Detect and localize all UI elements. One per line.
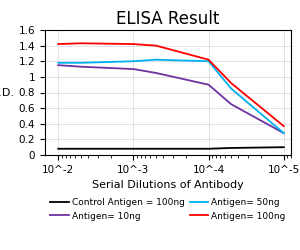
Line: Antigen= 10ng: Antigen= 10ng (58, 65, 284, 133)
Title: ELISA Result: ELISA Result (116, 10, 220, 29)
Antigen= 100ng (207, 58, 210, 61)
Control Antigen = 100ng (230, 146, 233, 150)
Antigen= 10ng (79, 65, 83, 68)
Antigen= 100ng (56, 42, 60, 45)
Line: Antigen= 100ng: Antigen= 100ng (58, 43, 284, 126)
Antigen= 50ng (132, 60, 135, 63)
Antigen= 100ng (230, 82, 233, 84)
Control Antigen = 100ng (56, 147, 60, 150)
Control Antigen = 100ng (282, 146, 286, 149)
Control Antigen = 100ng (207, 147, 210, 150)
Antigen= 10ng (154, 72, 158, 74)
Antigen= 50ng (230, 87, 233, 90)
Antigen= 100ng (282, 124, 286, 128)
Control Antigen = 100ng (79, 147, 83, 150)
Y-axis label: O.D.: O.D. (0, 88, 14, 98)
Antigen= 10ng (132, 68, 135, 70)
Antigen= 10ng (56, 64, 60, 67)
Antigen= 50ng (207, 60, 210, 63)
Antigen= 10ng (282, 132, 286, 134)
Control Antigen = 100ng (132, 147, 135, 150)
Antigen= 100ng (154, 44, 158, 47)
Antigen= 50ng (79, 61, 83, 64)
Antigen= 100ng (79, 42, 83, 45)
Antigen= 50ng (56, 61, 60, 64)
Line: Antigen= 50ng: Antigen= 50ng (58, 60, 284, 133)
X-axis label: Serial Dilutions of Antibody: Serial Dilutions of Antibody (92, 180, 244, 190)
Antigen= 50ng (282, 132, 286, 134)
Line: Control Antigen = 100ng: Control Antigen = 100ng (58, 147, 284, 149)
Antigen= 100ng (132, 42, 135, 45)
Legend: Control Antigen = 100ng, Antigen= 10ng, Antigen= 50ng, Antigen= 100ng: Control Antigen = 100ng, Antigen= 10ng, … (47, 194, 289, 224)
Antigen= 10ng (230, 103, 233, 106)
Antigen= 10ng (207, 83, 210, 86)
Control Antigen = 100ng (154, 147, 158, 150)
Antigen= 50ng (154, 58, 158, 61)
